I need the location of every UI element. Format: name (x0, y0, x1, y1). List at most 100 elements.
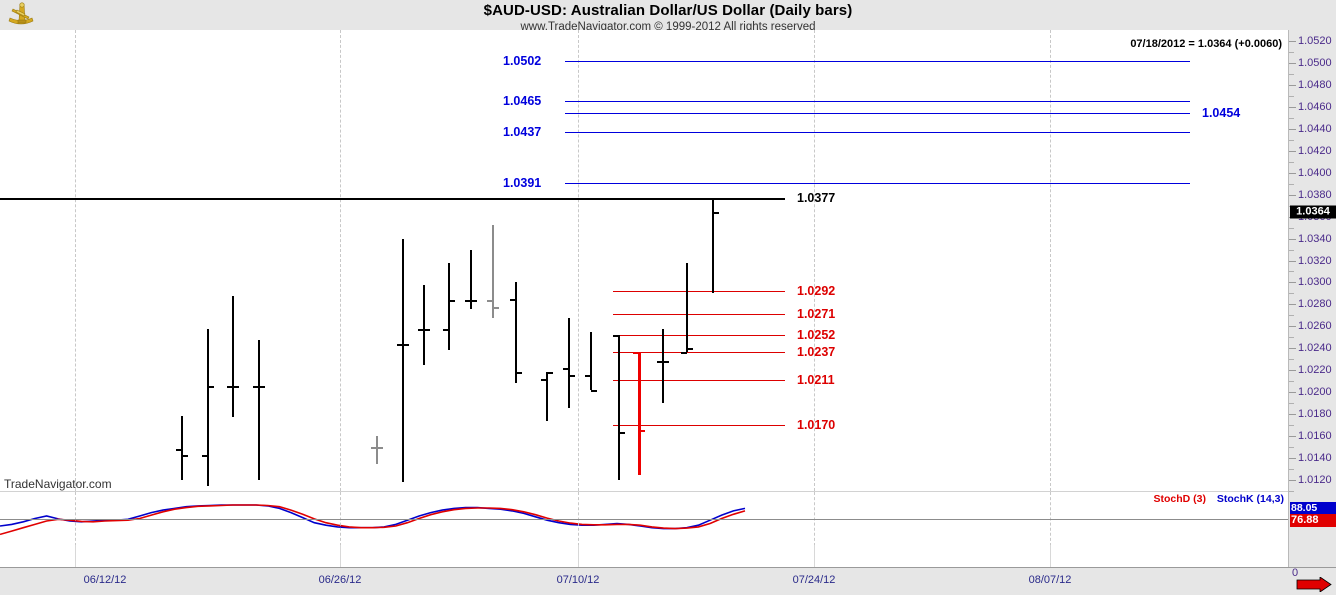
price-plot-area[interactable]: 07/18/2012 = 1.0364 (+0.0060) TradeNavig… (0, 30, 1288, 491)
gridline-vertical (1050, 30, 1052, 491)
price-tick-minor (1289, 425, 1294, 427)
price-tick-label: 1.0140 (1298, 452, 1332, 465)
date-axis[interactable]: 06/12/12 06/26/12 07/10/12 07/24/12 08/07/12 (0, 567, 1336, 595)
bar-stem (181, 416, 183, 481)
pane-separator (0, 545, 1289, 567)
bar-stem (568, 317, 570, 408)
price-tick-label: 1.0460 (1298, 100, 1332, 113)
stochd-legend-label: StochD (3) (1153, 493, 1206, 505)
price-tick-label: 1.0200 (1298, 386, 1332, 399)
bar-open-tick (227, 385, 233, 388)
price-tick-minor (1289, 95, 1294, 97)
price-tick (1289, 194, 1296, 196)
price-tick (1289, 84, 1296, 86)
price-tick-minor (1289, 293, 1294, 295)
price-tick-label: 1.0280 (1298, 298, 1332, 311)
level-label: 1.0454 (1202, 106, 1241, 121)
price-axis[interactable]: 1.0520 1.0500 1.0480 1.0460 1.0440 1.0420 1.04… (1288, 30, 1336, 567)
bar-stem (492, 225, 494, 318)
price-tick (1289, 150, 1296, 152)
bar-open-tick (371, 447, 377, 450)
bar-open-tick (510, 298, 516, 301)
gridline-vertical (75, 545, 77, 567)
level-label: 1.0211 (797, 373, 835, 388)
price-tick-minor (1289, 51, 1294, 53)
level-line[interactable] (613, 380, 785, 382)
chart-header: $AUD-USD: Australian Dollar/US Dollar (D… (0, 0, 1336, 33)
level-line[interactable] (565, 60, 1190, 62)
bar-stem (258, 339, 260, 480)
price-tick (1289, 458, 1296, 460)
price-tick (1289, 282, 1296, 284)
level-line[interactable] (565, 113, 1190, 115)
price-tick (1289, 62, 1296, 64)
gridline-vertical (340, 30, 342, 491)
stochk-legend-label: StochK (14,3) (1216, 493, 1284, 505)
bar-open-tick (613, 335, 619, 338)
bar-open-tick (397, 343, 403, 346)
stochastic-legend: StochD (3) StochK (14,3) (1153, 493, 1284, 505)
level-line[interactable] (613, 291, 785, 293)
bar-close-tick (208, 385, 214, 388)
level-label: 1.0252 (797, 328, 836, 343)
bar-close-tick (449, 300, 455, 302)
stochastic-pane[interactable]: StochD (3) StochK (14,3) (0, 491, 1288, 546)
level-line[interactable] (565, 132, 1190, 134)
price-tick-minor (1289, 381, 1294, 383)
price-tick-minor (1289, 73, 1294, 75)
price-tick-label: 1.0340 (1298, 232, 1332, 245)
scroll-right-arrow-icon[interactable] (1296, 577, 1332, 592)
bar-stem (662, 328, 664, 404)
bar-close-tick (471, 300, 477, 302)
bar-stem (470, 249, 472, 309)
bar-stem (546, 372, 548, 421)
price-tick-minor (1289, 403, 1294, 405)
level-line[interactable] (613, 314, 785, 316)
level-label: 1.0292 (797, 284, 836, 299)
price-tick-minor (1289, 117, 1294, 119)
bar-open-tick (443, 328, 449, 331)
bar-stem (423, 284, 425, 365)
level-line[interactable] (565, 101, 1190, 103)
price-tick-label: 1.0520 (1298, 34, 1332, 47)
bar-stem (402, 238, 404, 483)
zero-axis-label: 0 (1292, 567, 1299, 579)
price-tick-minor (1289, 315, 1294, 317)
bar-open-tick (176, 449, 182, 452)
level-line[interactable] (613, 425, 785, 427)
bar-close-tick (233, 385, 239, 388)
bar-stem (232, 295, 234, 418)
gridline-vertical (340, 545, 342, 567)
price-tick (1289, 414, 1296, 416)
price-tick-minor (1289, 469, 1294, 471)
date-tick-label: 07/10/12 (556, 574, 600, 586)
price-tick-label: 1.0320 (1298, 254, 1332, 267)
level-line[interactable] (565, 182, 1190, 184)
price-tick-label: 1.0180 (1298, 408, 1332, 421)
bar-close-tick (591, 390, 597, 393)
date-tick-label: 06/12/12 (83, 574, 127, 586)
stochk-value-tag: 88.05 (1290, 502, 1336, 514)
level-label: 1.0465 (503, 94, 542, 109)
bar-open-tick (585, 374, 591, 377)
price-tick-minor (1289, 227, 1294, 229)
bar-close-tick (687, 348, 693, 351)
level-line[interactable] (0, 197, 785, 200)
bar-close-tick (569, 374, 575, 377)
price-tick (1289, 436, 1296, 438)
bar-close-tick (424, 328, 430, 331)
gridline-vertical (578, 545, 580, 567)
level-label: 1.0502 (503, 53, 542, 68)
bar-open-tick (633, 351, 639, 354)
bar-stem (638, 351, 641, 475)
price-tick-label: 1.0480 (1298, 78, 1332, 91)
level-line[interactable] (613, 335, 785, 337)
level-line[interactable] (613, 351, 785, 353)
page-title: $AUD-USD: Australian Dollar/US Dollar (D… (483, 2, 853, 19)
quote-readout: 07/18/2012 = 1.0364 (+0.0060) (1130, 38, 1282, 50)
price-tick-label: 1.0220 (1298, 364, 1332, 377)
bar-close-tick (516, 372, 522, 375)
level-label: 1.0237 (797, 344, 836, 359)
level-label: 1.0377 (797, 190, 836, 205)
price-tick-minor (1289, 491, 1294, 492)
